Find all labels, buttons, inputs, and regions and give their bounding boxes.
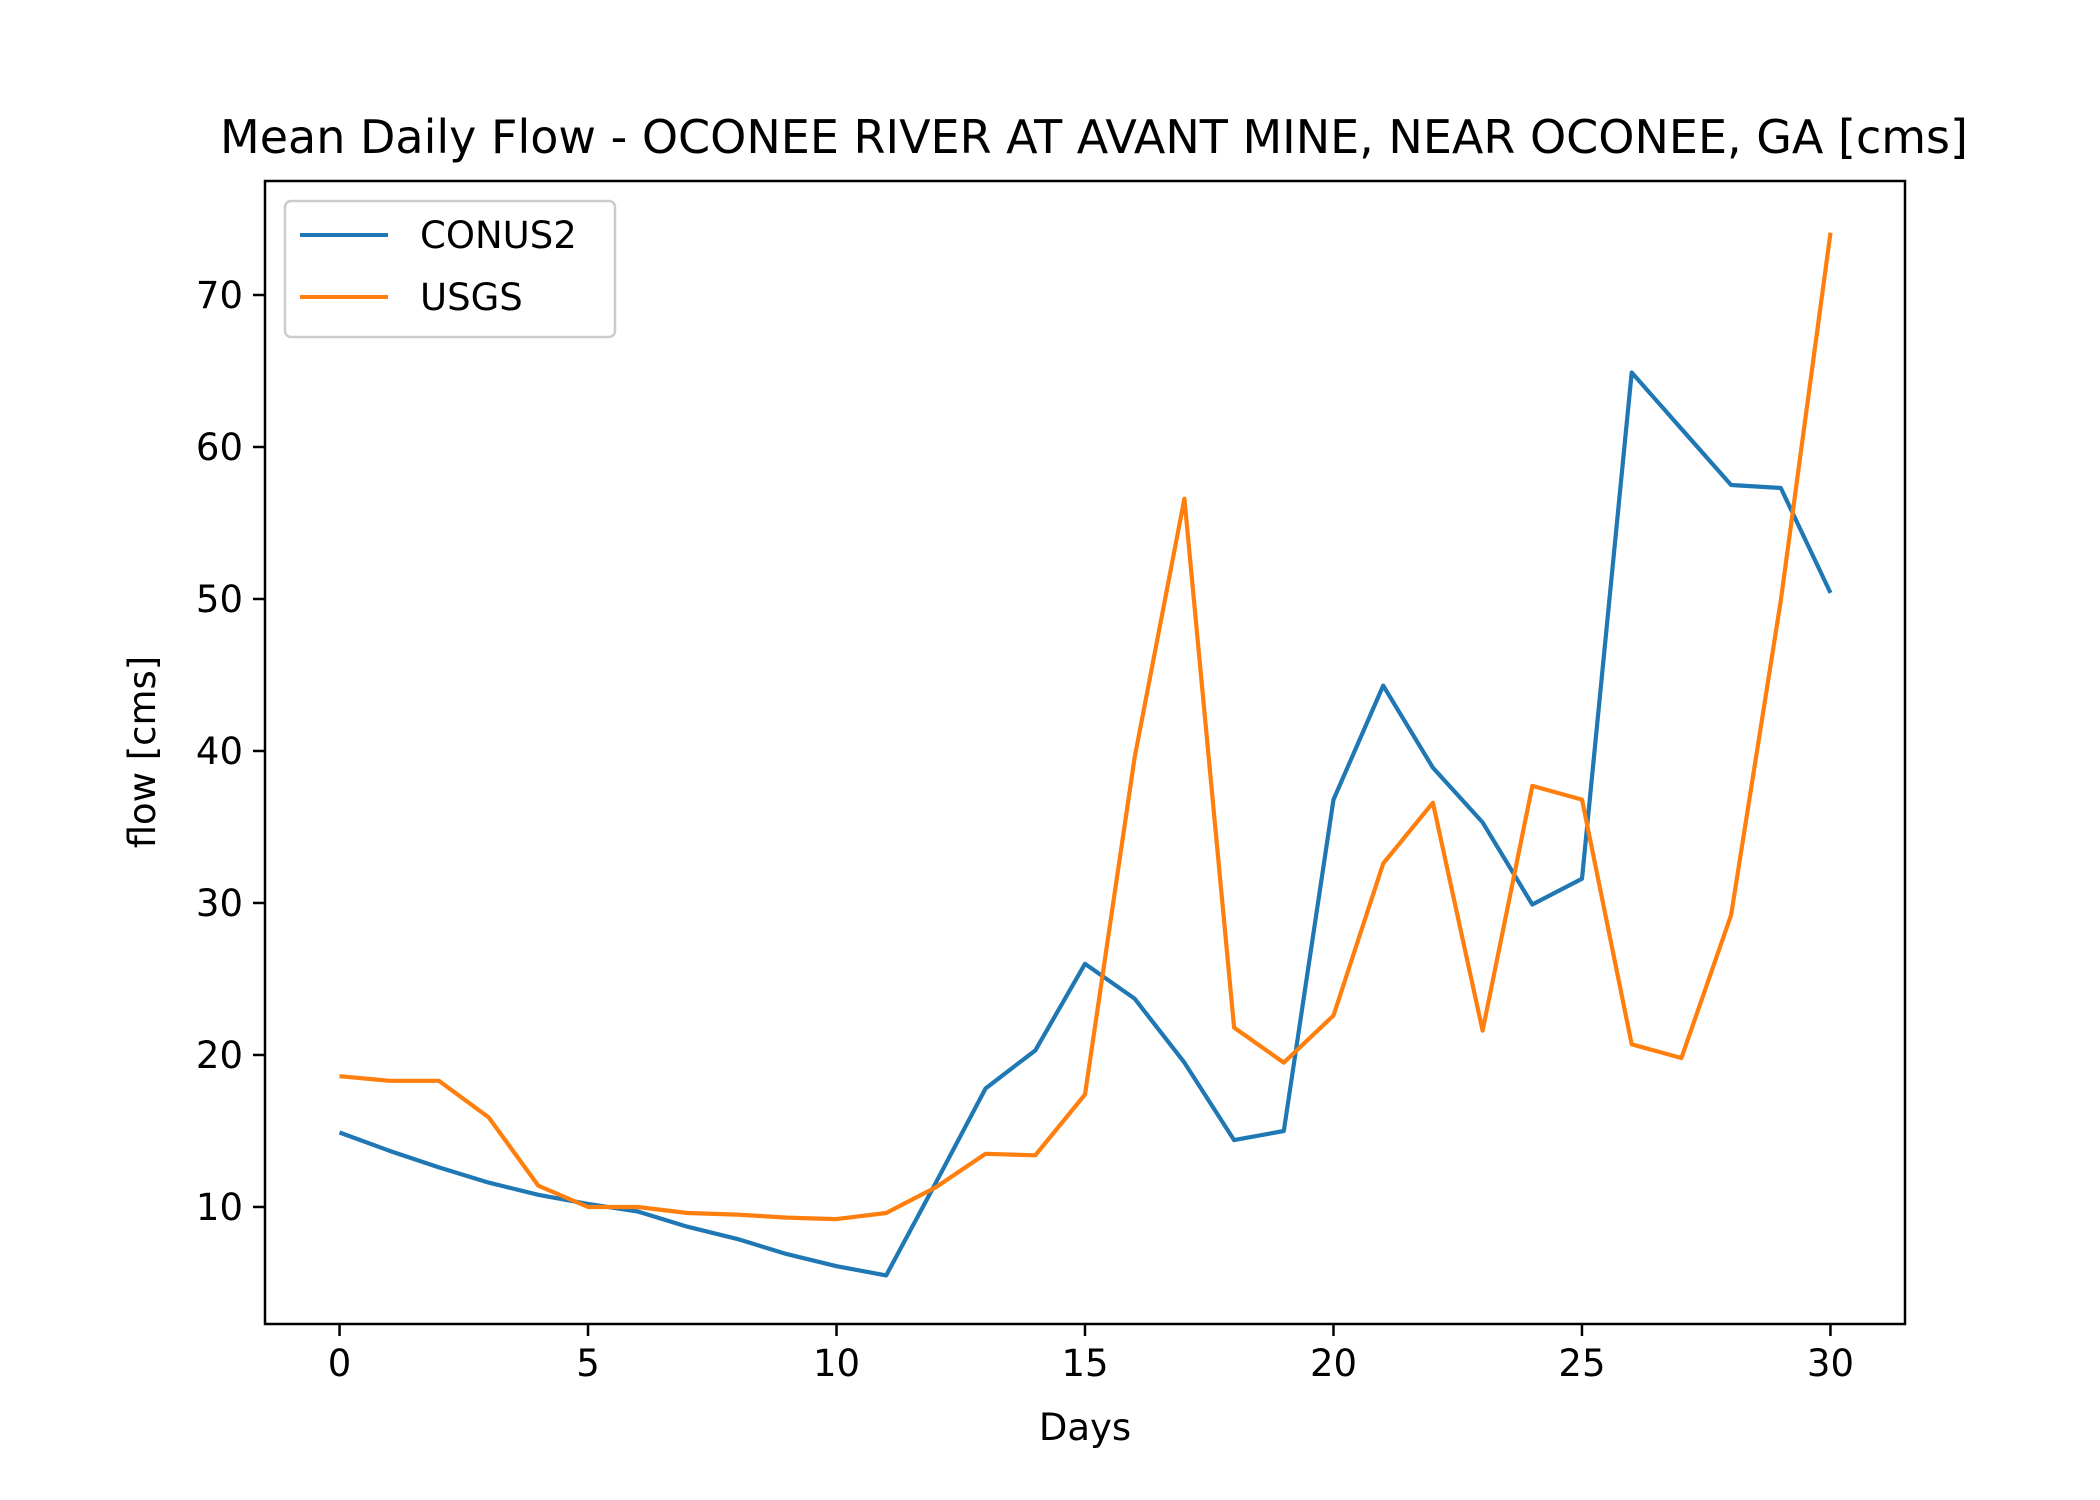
- x-axis-ticks: 0 5 10 15 20 25 30: [328, 1324, 1854, 1385]
- series-line-usgs: [339, 232, 1833, 1222]
- y-axis-label: flow [cms]: [121, 656, 164, 849]
- y-axis-ticks: 10 20 30 40 50 60 70: [196, 274, 265, 1229]
- series-layer: [338, 232, 1833, 1278]
- legend: CONUS2 USGS: [283, 199, 617, 339]
- y-tick-label: 60: [196, 426, 243, 469]
- x-tick-label: 20: [1310, 1342, 1357, 1385]
- legend-label-conus2: CONUS2: [420, 214, 577, 257]
- series-line-conus2: [338, 370, 1833, 1278]
- x-tick-label: 5: [576, 1342, 600, 1385]
- x-axis-label: Days: [1039, 1406, 1131, 1449]
- y-tick-label: 30: [196, 882, 243, 925]
- y-tick-label: 40: [196, 730, 243, 773]
- x-tick-label: 15: [1061, 1342, 1108, 1385]
- x-tick-label: 10: [813, 1342, 860, 1385]
- y-tick-label: 70: [196, 274, 243, 317]
- x-tick-label: 25: [1558, 1342, 1605, 1385]
- y-tick-label: 50: [196, 578, 243, 621]
- plot-area: [265, 181, 1905, 1324]
- legend-label-usgs: USGS: [420, 276, 523, 319]
- x-tick-label: 0: [328, 1342, 352, 1385]
- plot-background: [265, 181, 1905, 1324]
- y-tick-label: 10: [196, 1186, 243, 1229]
- y-tick-label: 20: [196, 1034, 243, 1077]
- chart-title: Mean Daily Flow - OCONEE RIVER AT AVANT …: [220, 110, 1968, 164]
- x-tick-label: 30: [1807, 1342, 1854, 1385]
